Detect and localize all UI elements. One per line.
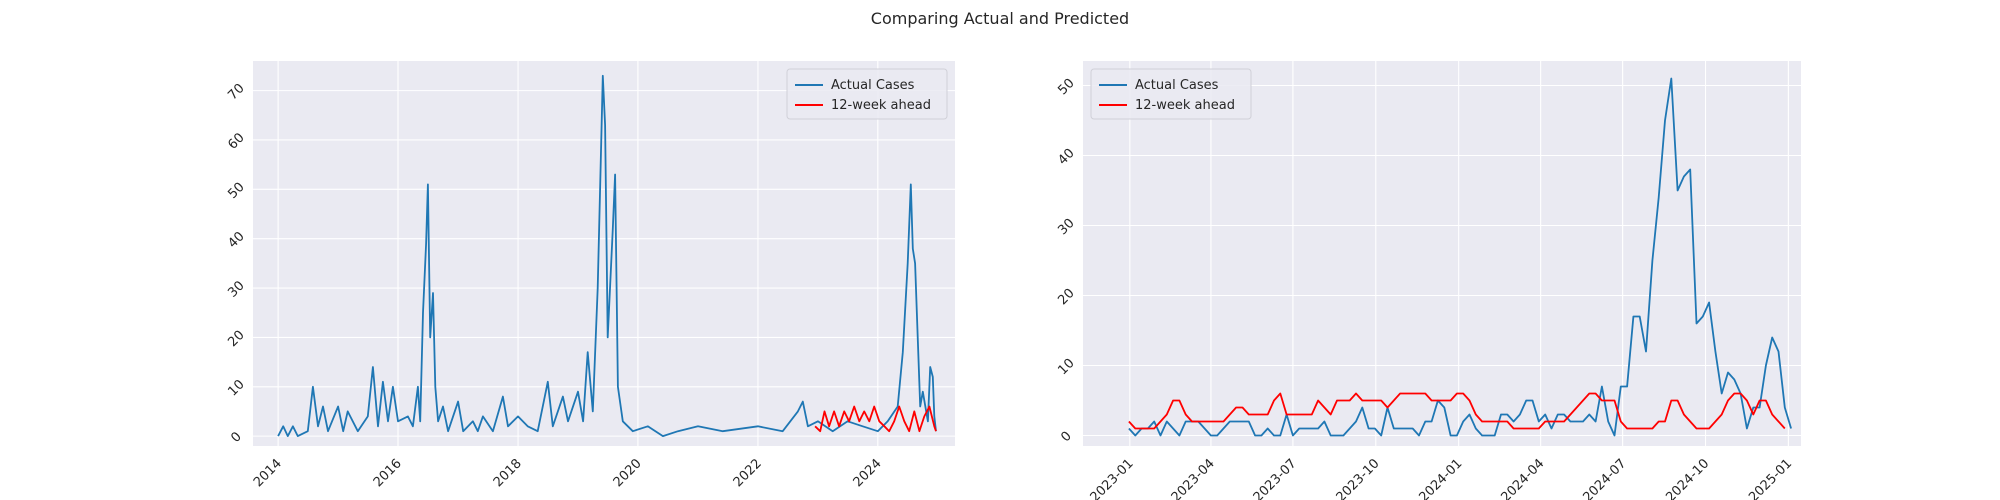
y-tick-label: 30 <box>225 278 247 300</box>
x-tick-label: 2024-10 <box>1663 456 1712 500</box>
y-tick-label: 40 <box>1055 146 1077 168</box>
legend: Actual Cases 12-week ahead <box>786 68 948 120</box>
y-tick-label: 30 <box>1055 216 1077 238</box>
plot-background <box>253 61 955 446</box>
series-line-predicted <box>814 405 937 433</box>
series-line-actual <box>1128 77 1792 437</box>
y-tick-label: 0 <box>228 429 244 445</box>
plot-background <box>1083 61 1801 446</box>
legend-label: 12-week ahead <box>831 98 931 113</box>
x-tick-label: 2024-01 <box>1416 456 1465 500</box>
x-tick-label: 2024 <box>851 456 885 490</box>
y-tick-label: 50 <box>225 180 247 202</box>
x-tick-label: 2025-01 <box>1746 456 1795 500</box>
x-tick-label: 2018 <box>491 456 525 490</box>
x-tick-label: 2014 <box>251 456 285 490</box>
series-line-predicted <box>1128 392 1786 430</box>
legend-box <box>1090 68 1252 120</box>
legend-box <box>786 68 948 120</box>
legend-label: Actual Cases <box>1135 78 1219 93</box>
legend-label: Actual Cases <box>831 78 915 93</box>
x-tick-label: 2023-10 <box>1334 456 1383 500</box>
x-tick-label: 2022 <box>731 456 765 490</box>
x-tick-label: 2023-04 <box>1169 456 1218 500</box>
y-tick-label: 60 <box>225 130 247 152</box>
left-plot: 0 10 20 30 40 50 60 70 2014 2016 2018 2020 2022 2024 A… <box>225 61 955 490</box>
y-tick-label: 40 <box>225 229 247 251</box>
y-tick-label: 10 <box>225 377 247 399</box>
series-line-actual <box>277 74 937 437</box>
x-tick-label: 2023-07 <box>1251 456 1300 500</box>
y-tick-label: 50 <box>1055 76 1077 98</box>
y-tick-label: 20 <box>225 328 247 350</box>
right-plot: 0 10 20 30 40 50 2023-01 2023-04 2023-07 2023-10 2… <box>1055 61 1801 500</box>
x-tick-label: 2020 <box>611 456 645 490</box>
legend: Actual Cases 12-week ahead <box>1090 68 1252 120</box>
x-tick-label: 2024-04 <box>1498 456 1547 500</box>
y-tick-label: 70 <box>225 81 247 103</box>
x-tick-label: 2016 <box>371 456 405 490</box>
legend-label: 12-week ahead <box>1135 98 1235 113</box>
y-tick-label: 0 <box>1058 429 1074 445</box>
x-tick-label: 2023-01 <box>1088 456 1137 500</box>
figure-suptitle: Comparing Actual and Predicted <box>871 9 1129 28</box>
y-tick-label: 20 <box>1055 286 1077 308</box>
y-tick-label: 10 <box>1055 356 1077 378</box>
x-tick-label: 2024-07 <box>1580 456 1629 500</box>
